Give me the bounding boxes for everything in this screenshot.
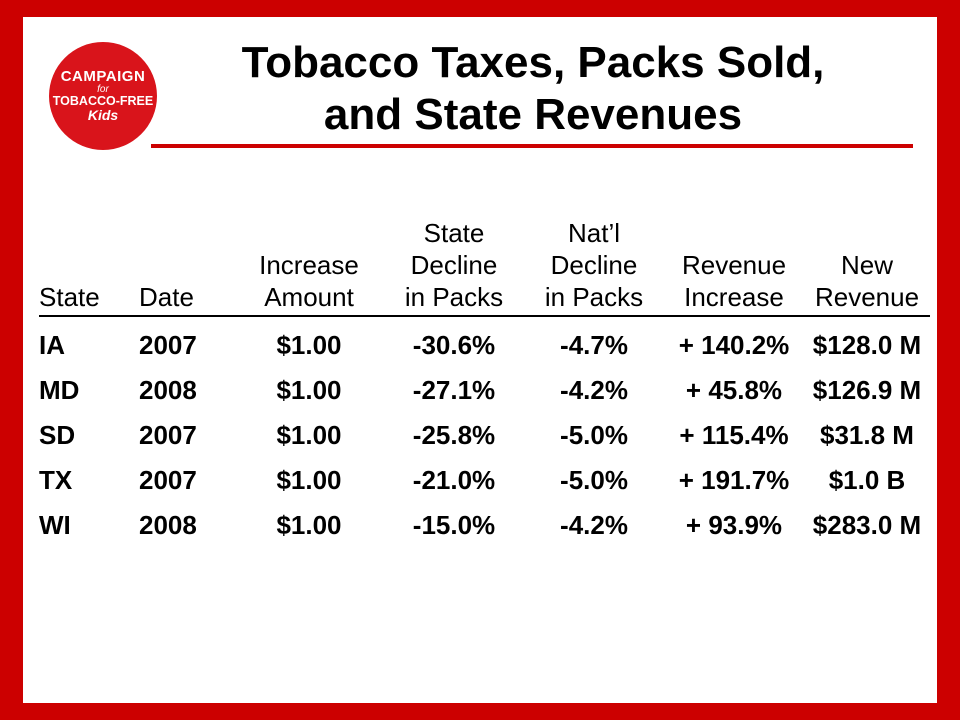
table-cell: $1.00 <box>276 330 342 360</box>
column-header-line: Date <box>139 282 194 312</box>
column-header: Increase Amount <box>234 217 384 317</box>
table-cell: -30.6% <box>412 330 496 360</box>
table-header-row: State Date Increase Amount State Decline in Pa… <box>39 217 930 317</box>
logo-line-2: for <box>97 83 109 95</box>
column-header-line: Nat’l <box>567 218 620 248</box>
table-cell: -5.0% <box>560 465 628 495</box>
column-header-line: State <box>423 218 485 248</box>
column-header-line: in Packs <box>404 282 504 312</box>
column-header-line: Revenue <box>814 282 920 312</box>
column-header: New Revenue <box>804 217 930 317</box>
table-cell: + 191.7% <box>678 465 790 495</box>
logo-line-3: TOBACCO-FREE <box>52 94 154 109</box>
column-header-line: Increase <box>684 282 784 312</box>
table-cell: IA <box>39 330 65 360</box>
table-cell: + 93.9% <box>685 510 783 540</box>
table-cell: -15.0% <box>412 510 496 540</box>
column-header-line: State <box>39 282 100 312</box>
table-cell: + 140.2% <box>678 330 790 360</box>
column-header: Date <box>139 217 234 317</box>
title-line-2: and State Revenues <box>323 90 743 139</box>
column-header-line: Decline <box>410 250 498 280</box>
table-cell: + 115.4% <box>679 420 789 450</box>
table-cell: 2007 <box>139 330 197 360</box>
column-header: State Decline in Packs <box>384 217 524 317</box>
table-cell: $1.00 <box>276 510 342 540</box>
table-cell: $1.00 <box>276 420 342 450</box>
table-cell: -4.2% <box>560 375 628 405</box>
column-header-line: Amount <box>264 282 354 312</box>
table-cell: $31.8 M <box>820 420 914 450</box>
table-cell: 2008 <box>139 375 197 405</box>
column-header-line: in Packs <box>544 282 644 312</box>
slide: CAMPAIGN for TOBACCO-FREE Kids Tobacco T… <box>23 17 937 703</box>
slide-title: Tobacco Taxes, Packs Sold, and State Rev… <box>173 37 893 141</box>
table-cell: $1.00 <box>276 465 342 495</box>
table-row: WI 2008 $1.00 -15.0% -4.2% + 93.9% $283.0 M <box>39 503 930 548</box>
table-cell: -21.0% <box>412 465 496 495</box>
campaign-logo: CAMPAIGN for TOBACCO-FREE Kids <box>49 42 157 150</box>
logo-line-1: CAMPAIGN <box>60 67 146 85</box>
table-cell: $283.0 M <box>812 510 922 540</box>
table-cell: $128.0 M <box>812 330 922 360</box>
table-cell: -4.2% <box>560 510 628 540</box>
table-row: IA 2007 $1.00 -30.6% -4.7% + 140.2% $128.0 M <box>39 316 930 368</box>
table-cell: + 45.8% <box>685 375 783 405</box>
table-cell: $1.00 <box>276 375 342 405</box>
table-cell: -5.0% <box>560 420 628 450</box>
table-row: MD 2008 $1.00 -27.1% -4.2% + 45.8% $126.9 M <box>39 368 930 413</box>
table-body: IA 2007 $1.00 -30.6% -4.7% + 140.2% $128.0 M MD… <box>39 316 930 548</box>
column-header: State <box>39 217 139 317</box>
table-cell: 2007 <box>139 465 197 495</box>
table-cell: MD <box>39 375 80 405</box>
table-cell: -25.8% <box>412 420 496 450</box>
table-cell: TX <box>39 465 73 495</box>
title-line-1: Tobacco Taxes, Packs Sold, <box>241 38 825 87</box>
table-row: TX 2007 $1.00 -21.0% -5.0% + 191.7% $1.0 B <box>39 458 930 503</box>
table-cell: -27.1% <box>412 375 496 405</box>
table-cell: $126.9 M <box>812 375 922 405</box>
table-cell: SD <box>39 420 76 450</box>
column-header: Nat’l Decline in Packs <box>524 217 664 317</box>
column-header-line: Revenue <box>681 250 787 280</box>
table-row: SD 2007 $1.00 -25.8% -5.0% + 115.4% $31.8 M <box>39 413 930 458</box>
logo-line-4: Kids <box>87 107 119 124</box>
column-header-line: New <box>840 250 893 280</box>
table-cell: 2007 <box>139 420 197 450</box>
table-cell: 2008 <box>139 510 197 540</box>
column-header-line: Decline <box>550 250 638 280</box>
revenue-table: State Date Increase Amount State Decline in Pa… <box>39 217 930 548</box>
table-cell: -4.7% <box>560 330 628 360</box>
column-header: Revenue Increase <box>664 217 804 317</box>
table-cell: $1.0 B <box>828 465 906 495</box>
title-underline <box>151 144 913 148</box>
table-cell: WI <box>39 510 71 540</box>
column-header-line: Increase <box>259 250 359 280</box>
